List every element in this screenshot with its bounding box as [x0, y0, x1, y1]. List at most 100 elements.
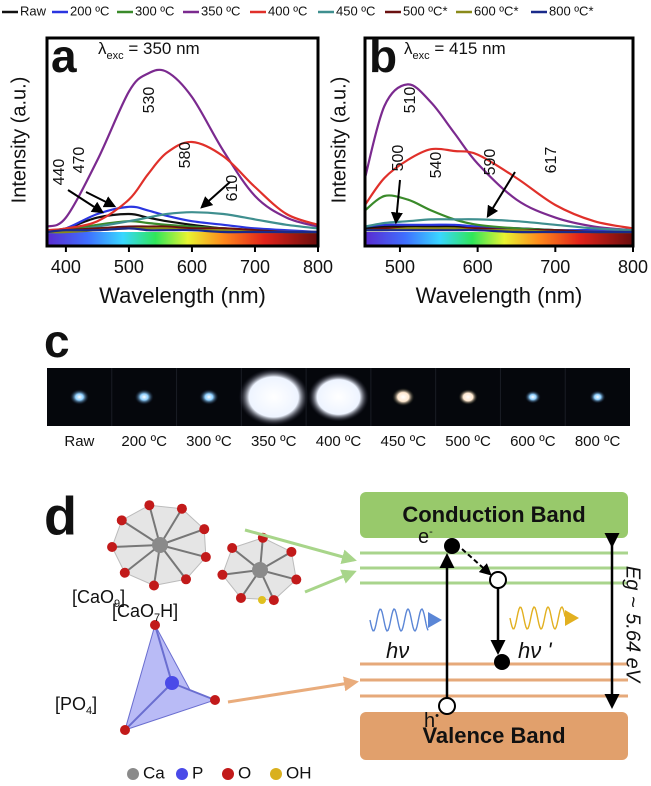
oxygen-atom: [217, 570, 227, 580]
excitation-label: λexc = 415 nm: [404, 39, 506, 61]
emission-label: hν ': [518, 638, 552, 663]
emission-spot: [525, 391, 541, 404]
peak-annotation: 470: [71, 147, 88, 174]
emission-spot: [70, 389, 89, 405]
peak-annotation: 590: [482, 149, 499, 176]
atom-legend-dot: [127, 768, 139, 780]
cluster-label-part: [PO: [55, 694, 86, 714]
absorption-label: hν: [386, 638, 409, 663]
emitted-photon-head: [565, 610, 579, 626]
x-tick-label: 400: [51, 257, 81, 277]
excitation-label-part: = 350 nm: [124, 39, 200, 58]
sample-label: 300 ºC: [186, 433, 232, 450]
atom-legend-label: Ca: [143, 763, 165, 782]
emission-spot: [458, 389, 477, 405]
panel-label: d: [44, 486, 77, 546]
hole-label-part: •: [435, 710, 439, 722]
oxygen-atom: [181, 574, 191, 584]
cluster-label: [PO4]: [55, 694, 97, 717]
hole: [439, 698, 455, 714]
electron-label: e-: [418, 526, 433, 548]
electron-label-part: -: [429, 526, 433, 538]
excitation-label-part: exc: [413, 50, 431, 62]
oxygen-atom: [149, 580, 159, 590]
legend-label: 600 ºC*: [474, 3, 519, 18]
excitation-label: λexc = 350 nm: [98, 39, 200, 61]
cluster-label-part: H]: [160, 601, 178, 621]
peak-annotation: 540: [428, 152, 445, 179]
link-arrow: [305, 572, 354, 592]
link-arrow: [228, 682, 356, 702]
rainbow-bar: [365, 232, 633, 246]
atom-legend-dot: [222, 768, 234, 780]
cluster-label-part: ]: [92, 694, 97, 714]
cluster-label-part: [CaO: [112, 601, 154, 621]
sample-label: 500 ºC: [445, 433, 491, 450]
emitted-photon: [510, 607, 565, 629]
y-axis-label: Intensity (a.u.): [328, 77, 350, 204]
electron: [444, 538, 460, 554]
atom-legend-label: OH: [286, 763, 312, 782]
atom-legend-dot: [176, 768, 188, 780]
y-axis-label: Intensity (a.u.): [8, 77, 30, 204]
panel-label: a: [51, 30, 77, 82]
peak-annotation: 617: [543, 147, 560, 174]
excitation-label-part: = 415 nm: [430, 39, 506, 58]
plot-frame: [365, 38, 633, 246]
hydrogen-atom: [258, 596, 266, 604]
oxygen-atom: [236, 593, 246, 603]
conduction-band-label: Conduction Band: [402, 502, 585, 527]
electron-label-part: e: [418, 526, 429, 548]
x-tick-label: 700: [540, 257, 570, 277]
oxygen-atom: [269, 595, 279, 605]
oxygen-atom: [210, 695, 220, 705]
x-tick-label: 500: [385, 257, 415, 277]
oxygen-atom: [291, 575, 301, 585]
oxygen-atom: [120, 568, 130, 578]
x-axis-label: Wavelength (nm): [416, 283, 583, 308]
emission-spot: [135, 389, 154, 405]
layer: 400 500 600 700 800 Wavelength (nm) Intensity …: [2, 3, 648, 782]
oxygen-atom: [107, 542, 117, 552]
legend-label: 200 ºC: [70, 3, 109, 18]
rainbow-bar: [47, 232, 318, 246]
cluster-label: [CaO7H]: [112, 601, 178, 624]
legend-label: 400 ºC: [268, 3, 307, 18]
x-tick-label: 600: [177, 257, 207, 277]
peak-annotation: 580: [177, 142, 194, 169]
electron: [490, 572, 506, 588]
sample-label: 350 ºC: [251, 433, 297, 450]
legend-label: 800 ºC*: [549, 3, 594, 18]
peak-annotation: 610: [224, 175, 241, 202]
emission-spot: [590, 391, 606, 404]
oxygen-atom: [227, 543, 237, 553]
sample-label: 400 ºC: [316, 433, 362, 450]
oxygen-atom: [286, 547, 296, 557]
legend-label: Raw: [20, 3, 47, 18]
legend-label: 500 ºC*: [403, 3, 448, 18]
sample-label: 800 ºC: [575, 433, 621, 450]
absorbed-photon-head: [428, 612, 442, 628]
center-atom: [252, 562, 268, 578]
band-gap-label: Eg ~ 5.64 eV: [622, 566, 644, 684]
phosphorus-atom: [165, 676, 179, 690]
cluster-label-part: [CaO: [72, 587, 114, 607]
annotation-arrow: [396, 180, 400, 222]
panel-label: b: [369, 30, 397, 82]
hole-label-part: h: [424, 710, 435, 732]
x-tick-label: 800: [303, 257, 333, 277]
panel-label: c: [44, 315, 70, 367]
emission-spot: [308, 372, 369, 421]
peak-annotation: 510: [402, 87, 419, 114]
oxygen-atom: [177, 504, 187, 514]
excitation-label-part: exc: [107, 50, 125, 62]
atom-legend-label: O: [238, 763, 251, 782]
absorbed-photon: [370, 609, 428, 631]
x-axis-label: Wavelength (nm): [99, 283, 266, 308]
x-tick-label: 600: [463, 257, 493, 277]
sample-label: Raw: [64, 433, 94, 450]
center-atom: [152, 537, 168, 553]
legend-label: 350 ºC: [201, 3, 240, 18]
annotation-arrow: [68, 190, 102, 212]
oxygen-atom: [199, 524, 209, 534]
